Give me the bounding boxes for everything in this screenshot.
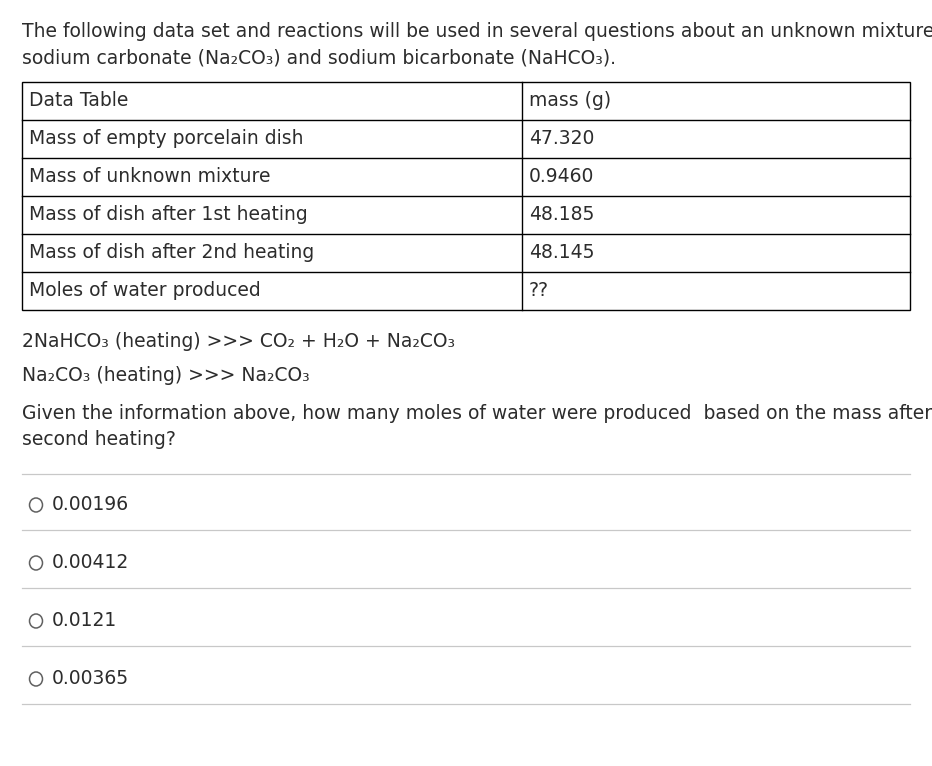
Text: Given the information above, how many moles of water were produced  based on the: Given the information above, how many mo… [22,404,932,423]
Text: second heating?: second heating? [22,430,176,449]
Text: Mass of empty porcelain dish: Mass of empty porcelain dish [29,129,304,149]
Text: The following data set and reactions will be used in several questions about an : The following data set and reactions wil… [22,22,932,41]
Text: 48.145: 48.145 [529,244,595,263]
Text: 0.0121: 0.0121 [52,611,117,630]
Text: Na₂CO₃ (heating) >>> Na₂CO₃: Na₂CO₃ (heating) >>> Na₂CO₃ [22,366,309,385]
Text: Mass of dish after 2nd heating: Mass of dish after 2nd heating [29,244,314,263]
Text: mass (g): mass (g) [529,91,611,110]
Text: 0.00365: 0.00365 [52,669,130,689]
Text: 2NaHCO₃ (heating) >>> CO₂ + H₂O + Na₂CO₃: 2NaHCO₃ (heating) >>> CO₂ + H₂O + Na₂CO₃ [22,332,455,351]
Text: ??: ?? [529,281,549,300]
Text: Mass of unknown mixture: Mass of unknown mixture [29,168,270,186]
Text: Moles of water produced: Moles of water produced [29,281,261,300]
Text: 0.9460: 0.9460 [529,168,595,186]
Text: 0.00196: 0.00196 [52,496,130,515]
Text: 47.320: 47.320 [529,129,595,149]
Text: Data Table: Data Table [29,91,129,110]
Text: 48.185: 48.185 [529,205,595,224]
Text: Mass of dish after 1st heating: Mass of dish after 1st heating [29,205,308,224]
Text: 0.00412: 0.00412 [52,554,130,572]
Text: sodium carbonate (Na₂CO₃) and sodium bicarbonate (NaHCO₃).: sodium carbonate (Na₂CO₃) and sodium bic… [22,48,616,67]
Bar [22,82,910,310]
